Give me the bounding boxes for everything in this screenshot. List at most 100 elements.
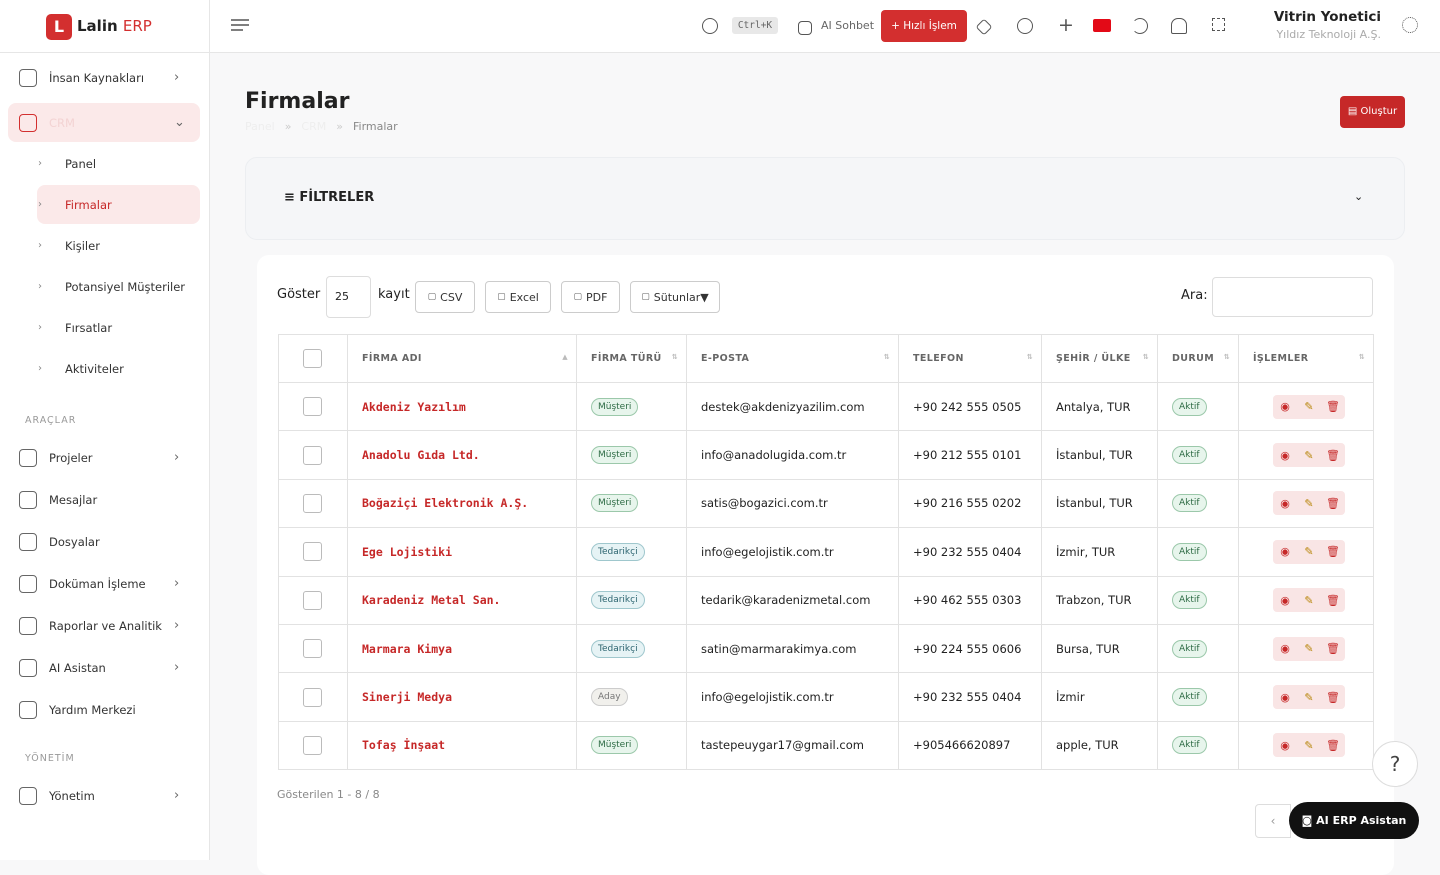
nav-subitem[interactable]: › Firmalar	[0, 184, 210, 225]
nav-item[interactable]: Yönetim ›	[0, 775, 210, 816]
company-name[interactable]: Karadeniz Metal San.	[362, 593, 501, 608]
checkbox[interactable]	[303, 542, 322, 562]
edit-action[interactable]: ✎	[1304, 448, 1314, 462]
button-label: Sütunlar▼	[653, 290, 709, 304]
favorites[interactable]	[975, 18, 993, 36]
quick-action[interactable]: + Hızlı İşlem	[881, 10, 967, 42]
company-name[interactable]: Ege Lojistiki	[362, 544, 453, 559]
view-action[interactable]: ◉	[1280, 545, 1290, 559]
view-action[interactable]: ◉	[1280, 400, 1290, 414]
checkbox[interactable]	[303, 397, 322, 417]
checkbox[interactable]	[303, 493, 322, 513]
nav-item[interactable]: Yardım Merkezi	[0, 689, 210, 730]
nav-item[interactable]: Dosyalar	[0, 521, 210, 562]
edit-action[interactable]: ✎	[1304, 690, 1314, 704]
delete-action[interactable]: 🗑	[1326, 642, 1340, 656]
help-button[interactable]: ?	[1372, 741, 1418, 787]
nav-item[interactable]: Mesajlar	[0, 479, 210, 520]
language[interactable]	[1093, 19, 1111, 32]
edit-action[interactable]: ✎	[1304, 642, 1314, 656]
cell: ◉ ✎ 🗑	[1238, 430, 1374, 480]
checkbox[interactable]	[303, 590, 322, 610]
nav-subitem[interactable]: › Aktiviteler	[0, 348, 210, 389]
search-input[interactable]	[1212, 277, 1373, 317]
company-name[interactable]: Boğaziçi Elektronik A.Ş.	[362, 496, 529, 511]
view-action[interactable]: ◉	[1280, 448, 1290, 462]
toolbar-button[interactable]: ▢ Sütunlar▼	[630, 281, 720, 313]
delete-action[interactable]: 🗑	[1326, 690, 1340, 704]
cell	[278, 672, 348, 722]
header-cell[interactable]: ŞEHİR / ÜLKE ⇅	[1041, 334, 1158, 383]
assistant-button[interactable]: ◙ AI ERP Asistan	[1289, 802, 1419, 839]
header-cell[interactable]: TELEFON ⇅	[898, 334, 1042, 383]
theme[interactable]	[1132, 18, 1148, 34]
company-name[interactable]: Akdeniz Yazılım	[362, 399, 466, 414]
delete-action[interactable]: 🗑	[1326, 448, 1340, 462]
create-button[interactable]: ▤ Oluştur	[1340, 96, 1405, 128]
view-action[interactable]: ◉	[1280, 593, 1290, 607]
checkbox[interactable]	[303, 445, 322, 465]
fullscreen[interactable]	[1212, 18, 1225, 31]
view-action[interactable]: ◉	[1280, 496, 1290, 510]
checkbox[interactable]	[303, 639, 322, 659]
view-action[interactable]: ◉	[1280, 642, 1290, 656]
checkbox[interactable]	[303, 687, 322, 707]
nav-item[interactable]: CRM ⌄	[0, 102, 210, 143]
breadcrumb-item[interactable]: Panel	[245, 120, 275, 133]
company-name[interactable]: Tofaş İnşaat	[362, 738, 446, 753]
toolbar-button[interactable]: ▢ CSV	[415, 281, 475, 313]
filters[interactable]: ≡ FİLTRELER ⌄	[245, 157, 1405, 240]
header-cell[interactable]: İŞLEMLER ⇅	[1238, 334, 1374, 383]
notifications[interactable]	[1171, 18, 1187, 34]
email: tedarik@karadenizmetal.com	[701, 593, 871, 608]
header-cell[interactable]: DURUM ⇅	[1157, 334, 1239, 383]
nav-item[interactable]: İnsan Kaynakları ›	[0, 57, 210, 98]
header-cell[interactable]: FİRMA TÜRÜ ⇅	[576, 334, 687, 383]
toolbar-button[interactable]: ▢ Excel	[485, 281, 551, 313]
prev-page[interactable]: ‹	[1255, 804, 1291, 838]
nav-subitem[interactable]: › Panel	[0, 143, 210, 184]
nav-subitem[interactable]: › Kişiler	[0, 225, 210, 266]
delete-action[interactable]: 🗑	[1326, 545, 1340, 559]
history[interactable]	[1017, 18, 1033, 34]
breadcrumb-item[interactable]: CRM	[301, 120, 327, 133]
search-icon[interactable]	[702, 18, 718, 34]
checkbox[interactable]	[303, 735, 322, 755]
delete-action[interactable]: 🗑	[1326, 496, 1340, 510]
page-size[interactable]: 25	[326, 276, 371, 318]
company-name[interactable]: Sinerji Medya	[362, 690, 453, 705]
cell: Antalya, TUR	[1041, 381, 1158, 432]
company-name[interactable]: Anadolu Gıda Ltd.	[362, 448, 480, 463]
nav-item[interactable]: AI Asistan ›	[0, 647, 210, 688]
checkbox[interactable]	[303, 349, 322, 368]
edit-action[interactable]: ✎	[1304, 738, 1314, 752]
menu-toggle[interactable]	[230, 18, 250, 34]
edit-action[interactable]: ✎	[1304, 593, 1314, 607]
nav-item[interactable]: Doküman İşleme ›	[0, 563, 210, 604]
view-action[interactable]: ◉	[1280, 738, 1290, 752]
settings[interactable]	[1402, 17, 1418, 33]
add[interactable]: +	[1058, 14, 1074, 36]
button-icon: ▢	[427, 292, 437, 302]
edit-action[interactable]: ✎	[1304, 545, 1314, 559]
ai-chat[interactable]: AI Sohbet	[821, 19, 875, 32]
delete-action[interactable]: 🗑	[1326, 593, 1340, 607]
nav-subitem[interactable]: › Potansiyel Müşteriler	[0, 266, 210, 307]
nav-arrow: ›	[174, 660, 180, 675]
edit-action[interactable]: ✎	[1304, 496, 1314, 510]
header-cell[interactable]: FİRMA ADI ▲	[347, 334, 577, 383]
company-name[interactable]: Marmara Kimya	[362, 641, 453, 656]
delete-action[interactable]: 🗑	[1326, 400, 1340, 414]
nav-label: Potansiyel Müşteriler	[65, 279, 186, 294]
header-cell[interactable]: E-POSTA ⇅	[686, 334, 899, 383]
user[interactable]: Vitrin Yonetici Yıldız Teknoloji A.Ş.	[1274, 9, 1381, 41]
nav-item[interactable]: Raporlar ve Analitik ›	[0, 605, 210, 646]
edit-action[interactable]: ✎	[1304, 400, 1314, 414]
delete-action[interactable]: 🗑	[1326, 738, 1340, 752]
nav-subitem[interactable]: › Fırsatlar	[0, 307, 210, 348]
view-action[interactable]: ◉	[1280, 690, 1290, 704]
nav-item[interactable]: Projeler ›	[0, 437, 210, 478]
toolbar-button[interactable]: ▢ PDF	[561, 281, 620, 313]
breadcrumb-item[interactable]: Firmalar	[352, 120, 398, 133]
